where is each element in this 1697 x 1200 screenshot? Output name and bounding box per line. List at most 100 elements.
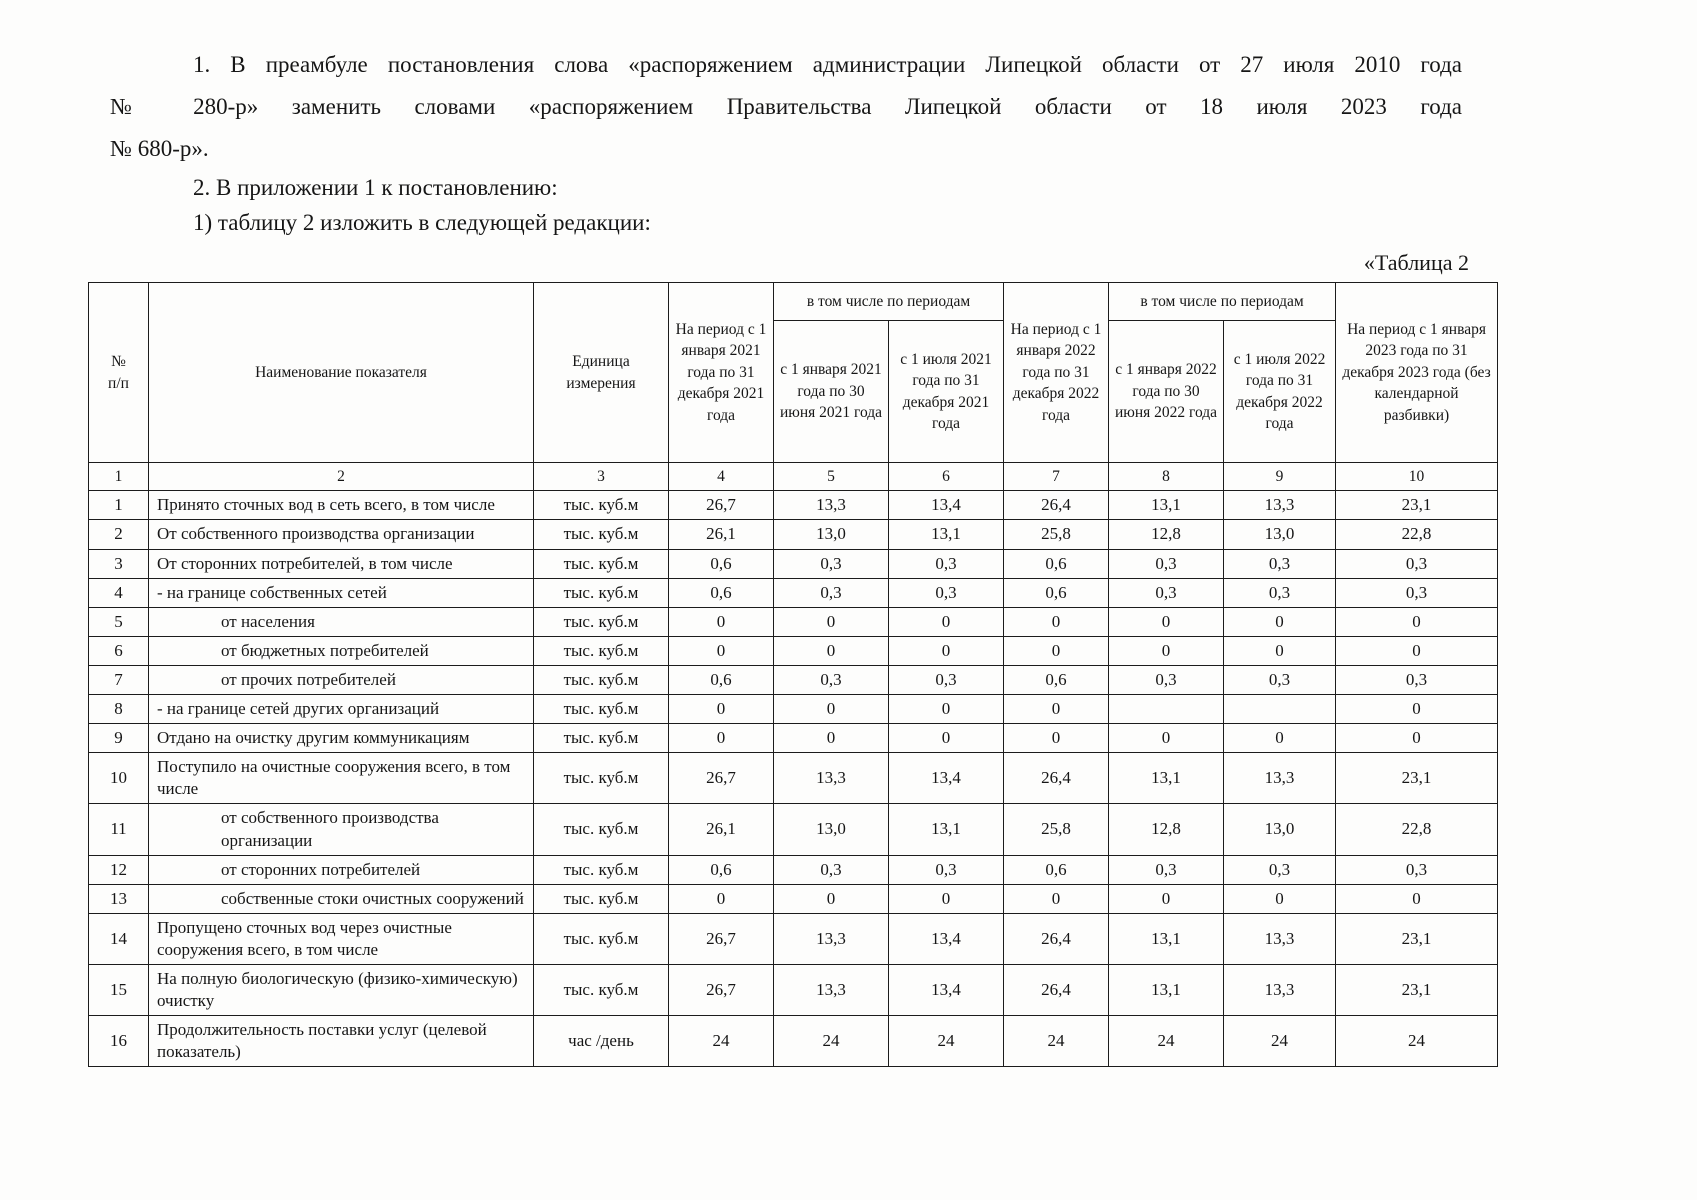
row-value-cell: 13,3 (1223, 963, 1337, 1017)
row-value-cell: 0 (773, 883, 889, 914)
row-value-cell: 26,1 (668, 803, 774, 856)
row-number-cell: 10 (88, 752, 149, 805)
table-row: 9 Отдано на очистку другим коммуникациям т… (88, 723, 1499, 754)
row-name-cell: На полную биологическую (физико-химическ… (148, 963, 534, 1017)
row-value-cell: 24 (887, 1015, 1005, 1068)
header-including-2021: в том числе по периодам (772, 282, 1005, 321)
row-value-cell: 23,1 (1335, 963, 1499, 1017)
row-value-cell (1108, 694, 1225, 725)
row-unit-cell: тыс. куб.м (533, 606, 669, 637)
row-value-cell: 13,3 (773, 490, 889, 521)
row-value-cell: 0 (887, 723, 1005, 754)
row-value-cell: 0,3 (887, 854, 1005, 885)
row-value-cell: 0 (1003, 635, 1110, 666)
column-number-cell: 8 (1108, 461, 1225, 492)
document-page: 1. В преамбуле постановления слова «расп… (88, 52, 1499, 1068)
row-value-cell: 13,1 (887, 803, 1005, 856)
paragraph-3: 1) таблицу 2 изложить в следующей редакц… (193, 210, 651, 235)
row-value-cell: 0,3 (1108, 577, 1225, 608)
header-row-top: № п/п Наименование показателя Единица из… (88, 282, 1499, 463)
table-2: № п/п Наименование показателя Единица из… (88, 282, 1499, 1068)
row-unit-cell: тыс. куб.м (533, 694, 669, 725)
row-value-cell: 26,4 (1003, 963, 1110, 1017)
row-value-cell: 0 (1108, 635, 1225, 666)
row-name-cell: от населения (148, 606, 534, 637)
table-row: 6 от бюджетных потребителей тыс. куб.м 0 0 0 0… (88, 635, 1499, 666)
row-number-cell: 8 (88, 694, 149, 725)
column-number-cell: 7 (1003, 461, 1110, 492)
row-value-cell: 13,1 (1108, 490, 1225, 521)
row-value-cell: 26,4 (1003, 912, 1110, 965)
table-row: 13 собственные стоки очистных сооружений т… (88, 883, 1499, 914)
row-value-cell: 23,1 (1335, 752, 1499, 805)
row-value-cell: 13,3 (773, 752, 889, 805)
row-number-cell: 7 (88, 664, 149, 696)
row-value-cell: 26,4 (1003, 490, 1110, 521)
row-value-cell: 22,8 (1335, 519, 1499, 550)
row-unit-cell: тыс. куб.м (533, 883, 669, 914)
column-number-cell: 10 (1335, 461, 1499, 492)
row-value-cell: 13,4 (887, 490, 1005, 521)
table-row: 10 Поступило на очистные сооружения всего… (88, 752, 1499, 805)
row-unit-cell: тыс. куб.м (533, 803, 669, 856)
row-value-cell: 0 (887, 635, 1005, 666)
row-number-cell: 11 (88, 803, 149, 856)
row-unit-cell: тыс. куб.м (533, 548, 669, 579)
row-value-cell: 0 (668, 883, 774, 914)
row-value-cell: 0 (887, 883, 1005, 914)
row-number-cell: 12 (88, 854, 149, 885)
row-value-cell: 0 (1223, 606, 1337, 637)
row-value-cell: 0 (668, 606, 774, 637)
row-value-cell: 24 (1108, 1015, 1225, 1068)
row-value-cell: 0,6 (1003, 548, 1110, 579)
row-unit-cell: тыс. куб.м (533, 963, 669, 1017)
row-value-cell: 26,7 (668, 490, 774, 521)
row-value-cell: 13,1 (1108, 963, 1225, 1017)
row-value-cell: 0,6 (668, 664, 774, 696)
row-value-cell: 0,6 (668, 548, 774, 579)
paragraph-1-line-1: 1. В преамбуле постановления слова «расп… (193, 52, 1462, 77)
row-value-cell: 13,3 (1223, 490, 1337, 521)
row-unit-cell: тыс. куб.м (533, 752, 669, 805)
row-value-cell: 0,3 (1335, 577, 1499, 608)
row-name-cell: Пропущено сточных вод через очистные соо… (148, 912, 534, 965)
row-value-cell: 0,3 (1335, 548, 1499, 579)
row-unit-cell: тыс. куб.м (533, 854, 669, 885)
row-value-cell: 25,8 (1003, 519, 1110, 550)
row-value-cell: 0 (668, 694, 774, 725)
row-value-cell: 13,0 (773, 519, 889, 550)
row-value-cell: 23,1 (1335, 912, 1499, 965)
row-value-cell: 0 (1223, 723, 1337, 754)
row-value-cell: 0 (668, 723, 774, 754)
row-value-cell: 24 (668, 1015, 774, 1068)
column-number-cell: 3 (533, 461, 669, 492)
column-number-cell: 6 (887, 461, 1005, 492)
row-number-cell: 2 (88, 519, 149, 550)
row-number-cell: 13 (88, 883, 149, 914)
row-value-cell: 0,3 (887, 577, 1005, 608)
row-unit-cell: тыс. куб.м (533, 723, 669, 754)
row-number-cell: 3 (88, 548, 149, 579)
table-row: 8- на границе сетей других организаций ты… (88, 694, 1499, 725)
row-name-cell: собственные стоки очистных сооружений (148, 883, 534, 914)
table-row: 12 от сторонних потребителей тыс. куб.м 0,6… (88, 854, 1499, 885)
header-2022-first-half: с 1 января 2022 года по 30 июня 2022 год… (1108, 320, 1225, 463)
row-value-cell: 0,6 (1003, 577, 1110, 608)
header-row-sub: с 1 января 2021 года по 30 июня 2021 год… (89, 320, 1498, 463)
row-value-cell: 23,1 (1335, 490, 1499, 521)
row-value-cell: 13,0 (1223, 803, 1337, 856)
row-value-cell: 0,6 (1003, 854, 1110, 885)
row-value-cell: 0,3 (1223, 664, 1337, 696)
row-value-cell: 13,3 (773, 912, 889, 965)
row-number-cell: 14 (88, 912, 149, 965)
row-value-cell: 0 (1335, 883, 1499, 914)
header-period-2022: На период с 1 января 2022 года по 31 дек… (1003, 282, 1110, 463)
row-name-cell: от собственного производства организации (148, 803, 534, 856)
row-value-cell: 13,1 (887, 519, 1005, 550)
row-value-cell: 0 (773, 723, 889, 754)
row-value-cell: 13,4 (887, 912, 1005, 965)
row-name-cell: от бюджетных потребителей (148, 635, 534, 666)
row-value-cell: 13,0 (1223, 519, 1337, 550)
header-unit: Единица измерения (533, 282, 669, 463)
row-value-cell: 0,3 (887, 548, 1005, 579)
